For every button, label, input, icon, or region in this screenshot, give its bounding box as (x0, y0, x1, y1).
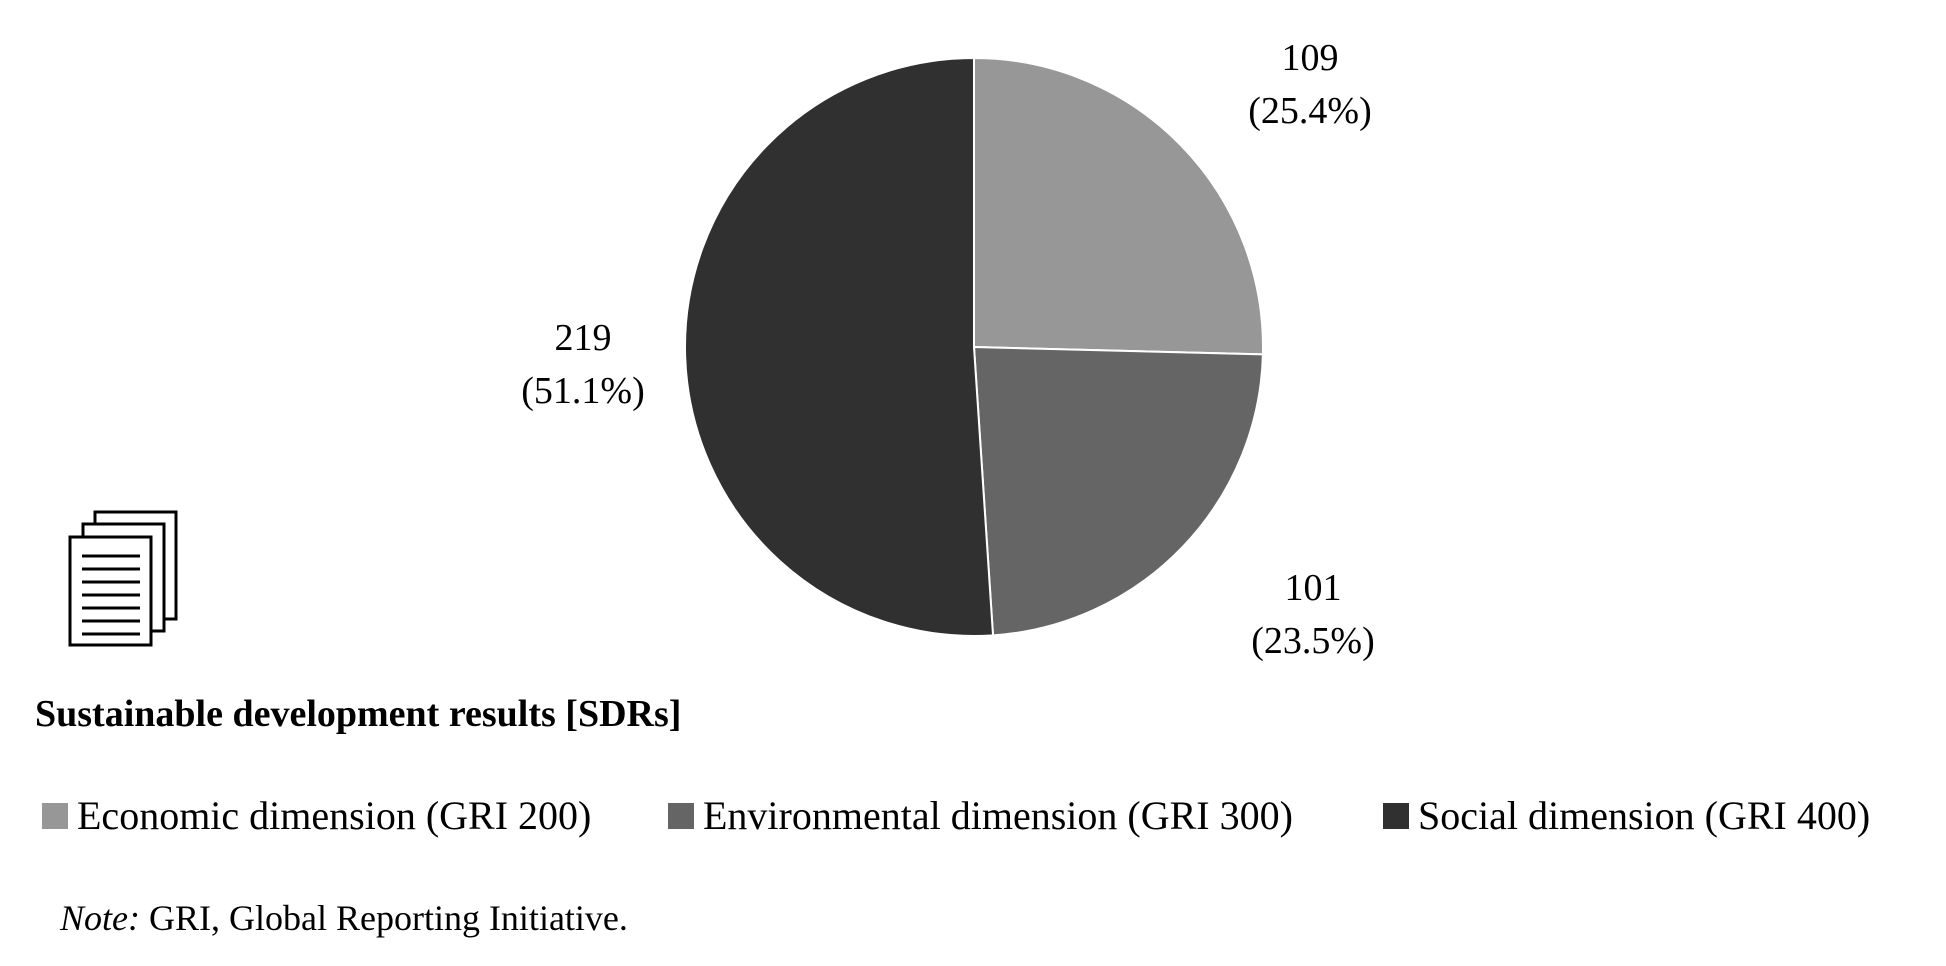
slice-percent-environmental: (23.5%) (1251, 620, 1374, 662)
legend-swatch-0 (42, 803, 68, 829)
pie-slices (684, 56, 1264, 637)
slice-label-environmental: 101 (23.5%) (1251, 567, 1374, 662)
chart-title: Sustainable development results [SDRs] (35, 693, 681, 735)
legend-label-2: Social dimension (GRI 400) (1418, 793, 1870, 838)
slice-percent-economic: (25.4%) (1248, 90, 1371, 132)
chart-note: Note: GRI, Global Reporting Initiative. (59, 898, 628, 938)
slice-value-economic: 109 (1282, 37, 1339, 79)
legend-swatch-1 (668, 803, 694, 829)
slice-label-economic: 109 (25.4%) (1248, 37, 1371, 132)
pie-slice-0 (973, 56, 1264, 356)
slice-percent-social: (51.1%) (521, 370, 644, 412)
slice-value-social: 219 (555, 317, 612, 359)
document-stack-icon (68, 510, 178, 647)
pie-slice-2 (684, 56, 995, 637)
slice-label-social: 219 (51.1%) (521, 317, 644, 412)
pie-slice-1 (972, 345, 1264, 637)
legend-label-0: Economic dimension (GRI 200) (77, 793, 591, 838)
legend-swatch-2 (1383, 803, 1409, 829)
slice-value-environmental: 101 (1285, 567, 1342, 609)
legend-label-1: Environmental dimension (GRI 300) (703, 793, 1293, 838)
legend: Economic dimension (GRI 200) Environmenta… (42, 793, 1870, 838)
